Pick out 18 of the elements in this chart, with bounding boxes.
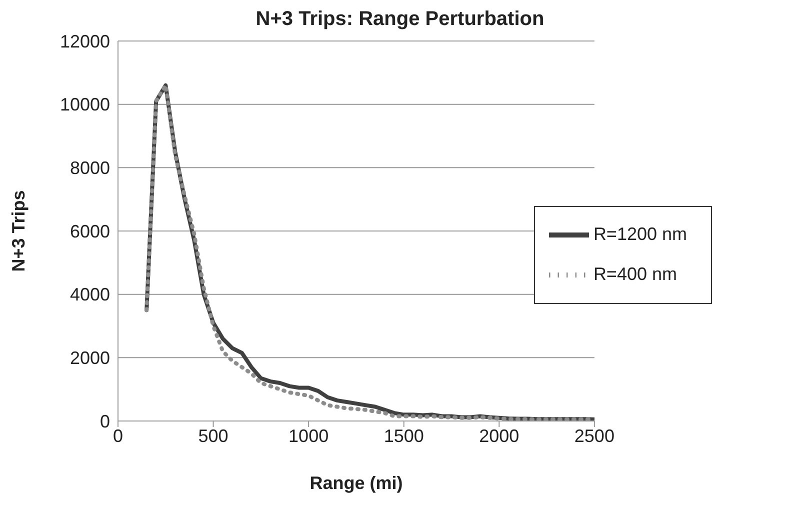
x-axis-title: Range (mi) [310,472,403,493]
x-tick-label: 500 [198,426,228,446]
x-tick-label: 1000 [288,426,329,446]
x-tick-label: 0 [112,426,124,446]
chart-title: N+3 Trips: Range Perturbation [254,8,546,31]
y-tick-label: 10000 [60,94,110,115]
y-tick-label: 6000 [70,221,110,242]
y-tick-label: 8000 [70,158,110,178]
y-axis-title: N+3 Trips [8,190,28,272]
legend-label: R=1200 nm [593,224,687,244]
x-tick-label: 2500 [574,426,614,446]
x-tick-label: 2000 [479,426,520,446]
x-tick-label: 1500 [384,426,424,446]
y-tick-label: 4000 [70,284,110,305]
y-tick-label: 2000 [70,348,110,368]
y-tick-label: 0 [100,411,110,432]
legend-label: R=400 nm [593,264,677,284]
y-tick-label: 12000 [60,31,110,52]
